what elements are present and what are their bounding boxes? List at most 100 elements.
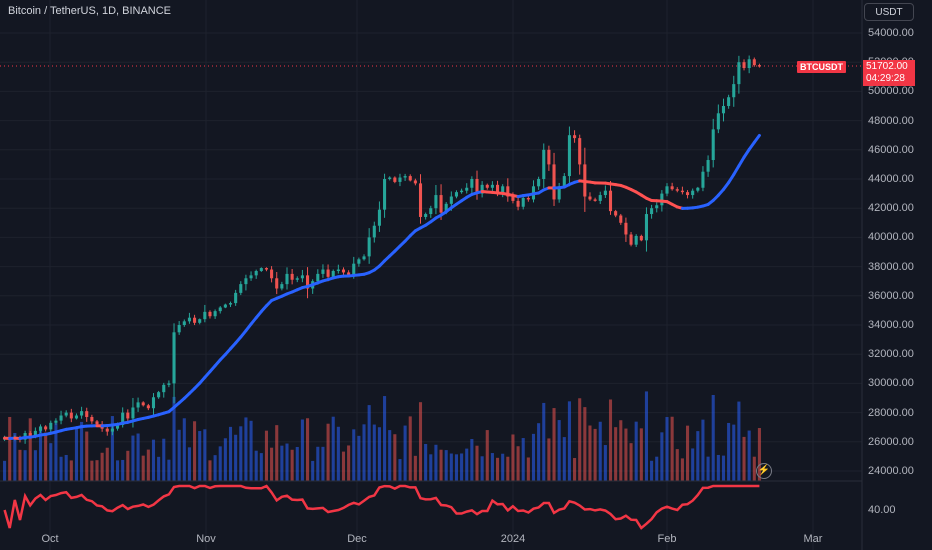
volume-bar xyxy=(28,418,32,481)
candle-body xyxy=(193,317,197,323)
volume-bar xyxy=(578,398,582,481)
last-price: 51702.00 xyxy=(866,61,908,72)
candle-body xyxy=(650,208,654,215)
candle-body xyxy=(377,209,381,226)
price-axis-label: 44000.00 xyxy=(868,173,914,185)
volume-bar xyxy=(660,432,664,481)
volume-bar xyxy=(644,391,648,481)
volume-bar xyxy=(706,456,710,481)
volume-bar xyxy=(95,460,99,481)
price-axis-label: 26000.00 xyxy=(868,435,914,448)
volume-bar xyxy=(8,416,12,481)
volume-bar xyxy=(131,435,135,481)
candle-body xyxy=(675,189,679,191)
volume-bar xyxy=(213,455,217,481)
candle-body xyxy=(157,392,161,398)
volume-bar xyxy=(182,418,186,481)
candle-body xyxy=(413,180,417,184)
volume-bar xyxy=(757,428,761,481)
volume-bar xyxy=(228,426,233,481)
candle-body xyxy=(223,304,227,308)
time-axis-label: 2024 xyxy=(500,533,526,545)
candle-body xyxy=(686,192,690,196)
volume-bar xyxy=(670,416,674,481)
candle-body xyxy=(285,273,289,285)
candle-body xyxy=(501,186,505,194)
candle-body xyxy=(316,273,320,282)
currency-button[interactable]: USDT xyxy=(864,3,914,21)
volume-bar xyxy=(223,438,227,481)
volume-bar xyxy=(172,396,176,481)
volume-bar xyxy=(526,457,530,481)
volume-bar xyxy=(531,433,536,481)
candle-body xyxy=(588,196,592,200)
volume-bar xyxy=(126,450,130,481)
price-axis-label: 24000.00 xyxy=(868,465,914,477)
candle-body xyxy=(85,411,89,417)
candle-body xyxy=(388,177,392,179)
candle-body xyxy=(418,183,423,217)
candle-body xyxy=(347,272,351,276)
volume-bar xyxy=(552,408,556,481)
volume-bar xyxy=(105,447,109,481)
candle-body xyxy=(521,197,525,207)
candle-body xyxy=(593,199,597,201)
candle-body xyxy=(578,138,582,165)
candle-body xyxy=(562,176,566,187)
candle-body xyxy=(490,184,494,188)
volume-bar xyxy=(295,446,299,481)
volume-bar xyxy=(249,420,253,481)
volume-bar xyxy=(208,460,212,481)
candle-body xyxy=(547,149,551,165)
time-axis-label: Mar xyxy=(803,533,823,545)
volume-bar xyxy=(74,427,78,481)
volume-bar xyxy=(583,407,587,481)
candle-body xyxy=(141,402,145,406)
volume-bar xyxy=(326,423,330,481)
volume-bar xyxy=(141,455,145,481)
ma-segment xyxy=(732,164,741,177)
candle-body xyxy=(341,269,346,273)
candle-body xyxy=(737,62,741,85)
volume-bar xyxy=(306,418,310,481)
candle-body xyxy=(357,259,361,264)
volume-bar xyxy=(372,424,376,481)
volume-bar xyxy=(598,421,602,481)
flash-icon[interactable]: ⚡ xyxy=(756,463,772,479)
volume-bar xyxy=(38,428,43,481)
volume-bar xyxy=(331,416,335,481)
volume-bar xyxy=(203,429,207,481)
volume-bar xyxy=(711,395,715,481)
candle-body xyxy=(516,200,520,207)
volume-bar xyxy=(275,425,279,481)
volume-bar xyxy=(336,426,340,481)
volume-bar xyxy=(383,396,387,481)
ma-segment xyxy=(742,148,751,159)
volume-bar xyxy=(665,417,669,481)
candle-body xyxy=(177,325,181,333)
ma-segment xyxy=(737,155,746,168)
candle-body xyxy=(480,184,484,194)
candle-body xyxy=(331,270,335,277)
volume-bar xyxy=(193,421,197,481)
volume-bar xyxy=(547,438,551,481)
candle-body xyxy=(306,275,310,289)
volume-bar xyxy=(634,421,638,481)
candle-body xyxy=(680,190,684,193)
candle-body xyxy=(321,269,325,274)
candle-body xyxy=(408,176,412,181)
volume-bar xyxy=(239,426,243,481)
candle-body xyxy=(69,412,73,419)
candle-body xyxy=(239,284,243,293)
candle-body xyxy=(449,196,453,204)
candle-body xyxy=(706,160,710,172)
volume-bar xyxy=(475,445,479,481)
ma-segment xyxy=(752,133,761,144)
volume-bar xyxy=(357,435,361,481)
volume-bar xyxy=(686,425,690,481)
volume-bar xyxy=(701,419,705,481)
volume-bar xyxy=(316,446,320,481)
candle-body xyxy=(259,268,263,271)
candle-body xyxy=(511,196,515,201)
